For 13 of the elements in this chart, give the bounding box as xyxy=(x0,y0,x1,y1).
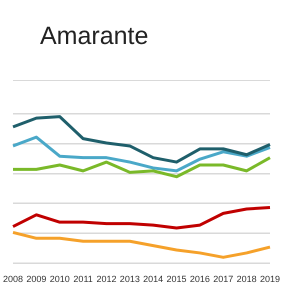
x-tick-label: 2012 xyxy=(96,274,116,284)
x-tick-label: 2019 xyxy=(260,274,280,284)
x-tick-label: 2018 xyxy=(236,274,257,284)
x-tick-label: 2014 xyxy=(143,274,164,284)
x-tick-label: 2013 xyxy=(120,274,140,284)
x-tick-label: 2008 xyxy=(2,274,24,284)
x-tick-label: 2010 xyxy=(50,274,70,284)
chart-title: Amarante xyxy=(40,22,148,51)
x-tick-label: 2017 xyxy=(213,274,234,284)
x-tick-label: 2016 xyxy=(190,274,210,284)
x-tick-label: 2011 xyxy=(73,274,93,284)
x-tick-label: 2009 xyxy=(26,274,46,284)
x-tick-label: 2015 xyxy=(166,274,187,284)
